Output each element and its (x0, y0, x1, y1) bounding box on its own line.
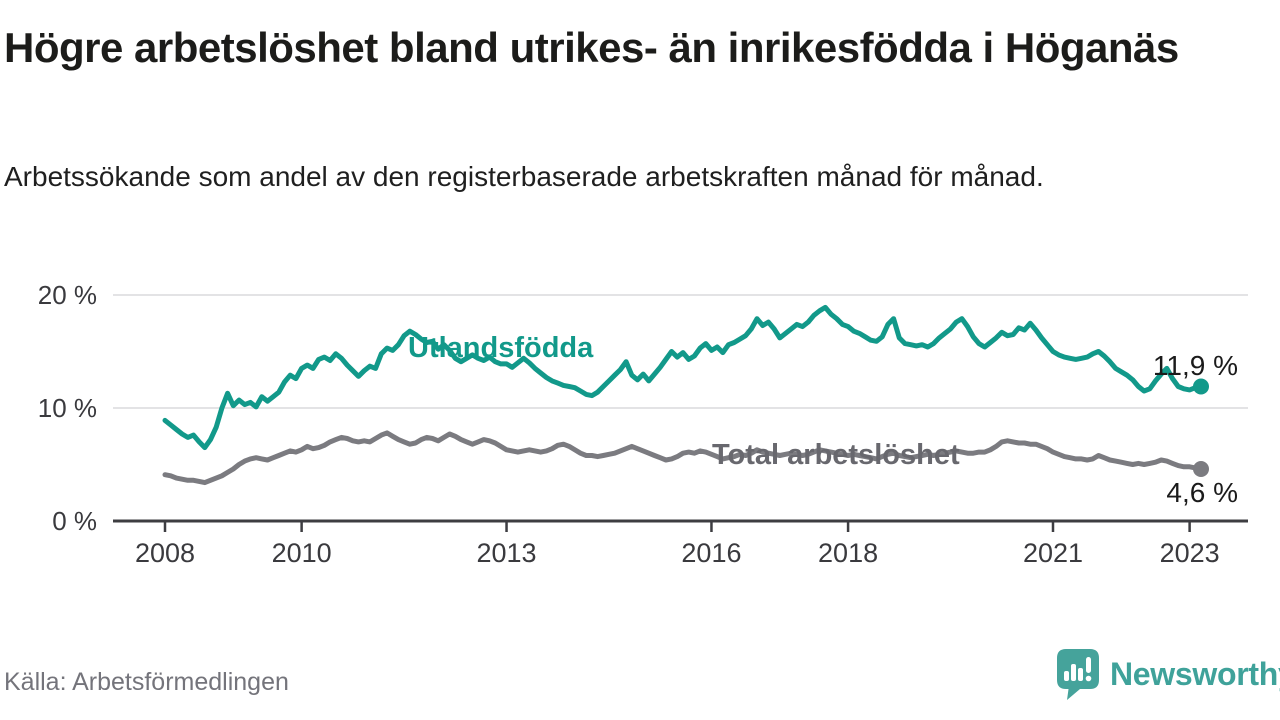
x-tick-label: 2023 (1160, 538, 1220, 568)
page-title: Högre arbetslöshet bland utrikes- än inr… (4, 24, 1179, 71)
x-tick-label: 2010 (272, 538, 332, 568)
end-value-label-total: 4,6 % (1166, 477, 1238, 508)
x-tick-label: 2016 (681, 538, 741, 568)
x-tick-label: 2008 (135, 538, 195, 568)
source-note: Källa: Arbetsförmedlingen (4, 668, 289, 696)
series-line-0 (162, 304, 1204, 451)
x-tick-label: 2013 (476, 538, 536, 568)
series-label-utlandsfodda: Utlandsfödda (408, 332, 594, 364)
series-endpoint-0 (1193, 378, 1209, 395)
y-tick-label: 0 % (52, 506, 97, 536)
series-line-1 (162, 430, 1204, 486)
end-value-label-utlandsfodda: 11,9 % (1152, 350, 1238, 381)
x-tick-label: 2021 (1023, 538, 1083, 568)
y-tick-label: 10 % (38, 393, 97, 423)
newsworthy-wordmark: Newsworthy (1110, 655, 1280, 692)
series-label-total-arbetsloshet: Total arbetslöshet (712, 439, 960, 471)
x-tick-label: 2018 (818, 538, 878, 568)
y-tick-label: 20 % (38, 280, 97, 310)
newsworthy-bubble-chart-icon (1057, 649, 1099, 700)
newsworthy-logo: Newsworthy (1056, 648, 1280, 700)
series-endpoint-1 (1193, 461, 1209, 477)
page-subtitle: Arbetssökande som andel av den registerb… (4, 161, 1044, 192)
